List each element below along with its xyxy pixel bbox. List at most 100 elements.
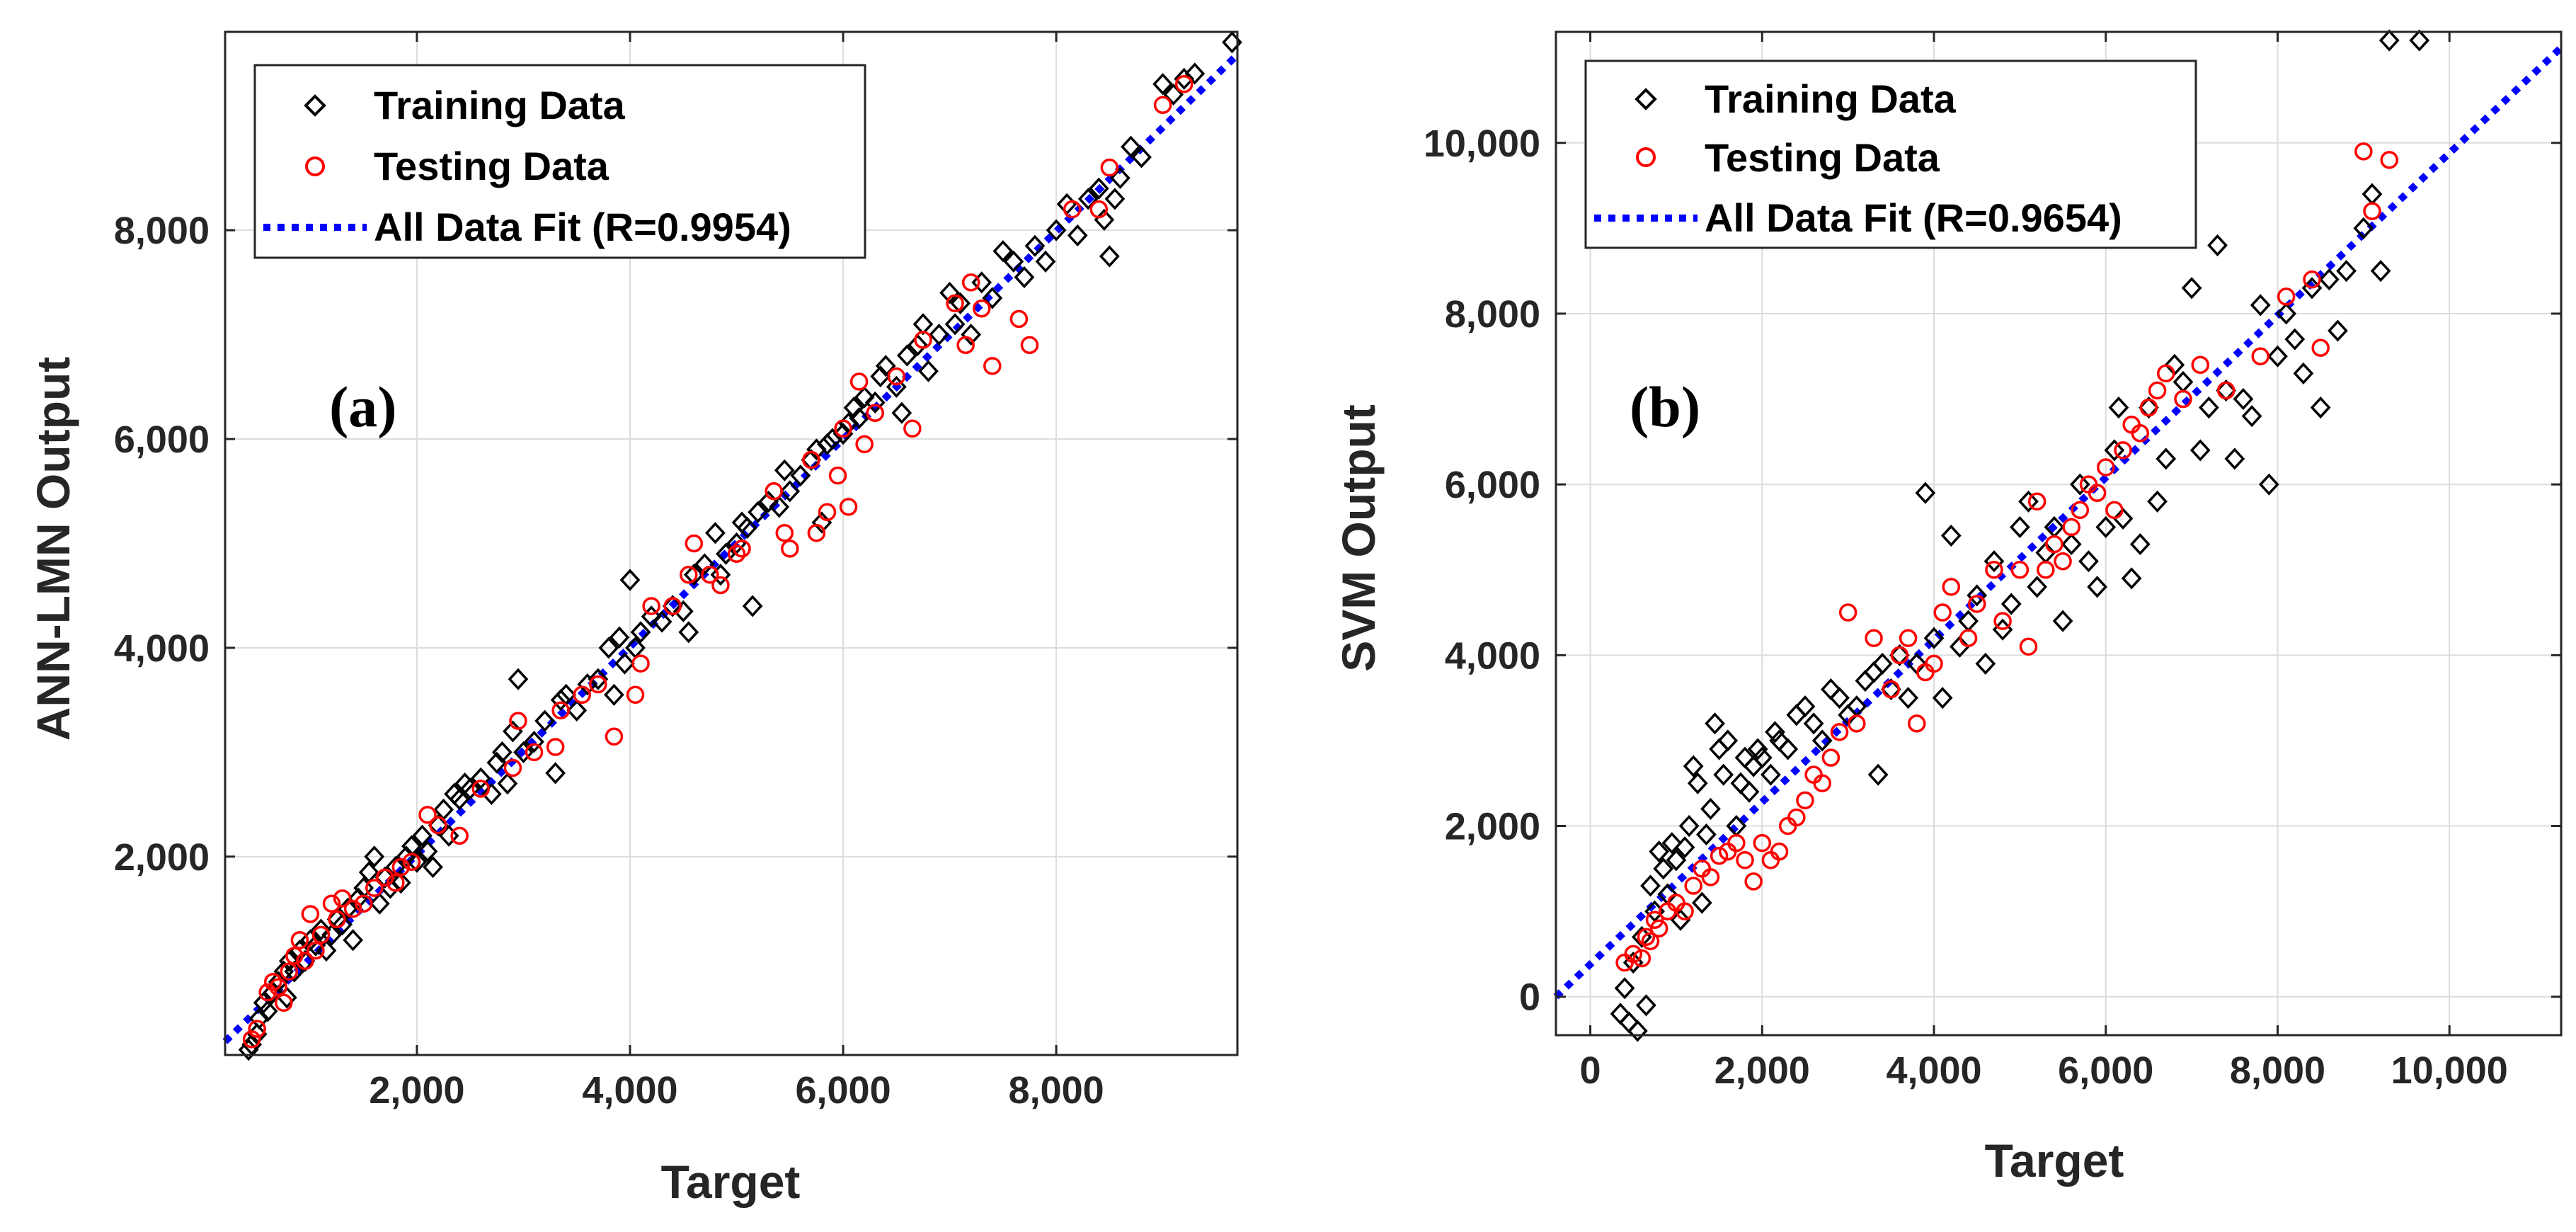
training-point (2147, 490, 2168, 513)
training-point (651, 610, 672, 633)
testing-point (573, 685, 592, 705)
training-point (2112, 507, 2134, 530)
panel-a-y-axis-title: ANN-LMN Output (27, 357, 79, 741)
training-point (566, 699, 588, 722)
testing-point (961, 273, 980, 292)
training-point (950, 292, 971, 314)
training-point (1889, 644, 1910, 666)
plot-frame (224, 30, 1239, 1056)
training-point (1778, 738, 1799, 760)
testing-point (733, 540, 751, 558)
testing-point (311, 925, 331, 945)
training-point (891, 401, 912, 424)
training-point (2378, 29, 2400, 52)
testing-point (429, 816, 447, 835)
x-tick-label: 8,000 (1009, 1069, 1104, 1112)
training-point (1046, 219, 1067, 241)
testing-point (626, 685, 645, 705)
training-point (2108, 397, 2129, 419)
testing-point (1676, 902, 1694, 920)
testing-point (1089, 200, 1109, 219)
fit-line (1553, 45, 2564, 1000)
testing-point (1899, 629, 1918, 647)
training-point (604, 683, 624, 706)
testing-point (983, 357, 1002, 375)
training-point (2250, 294, 2271, 316)
testing-point (402, 852, 421, 871)
training-point (1649, 840, 1670, 863)
training-point (278, 949, 299, 972)
testing-point (2216, 381, 2236, 400)
training-point (2027, 576, 2048, 598)
training-point (864, 391, 886, 414)
training-point (1099, 245, 1120, 268)
training-point (1035, 250, 1056, 273)
testing-point (450, 826, 469, 845)
testing-point (290, 931, 309, 949)
panel-a-chart: 2,000 4,000 6,000 8,000 2,000 4,000 6,000 8,00… (27, 30, 1242, 1208)
training-point (2224, 447, 2245, 470)
testing-point (1710, 846, 1729, 865)
training-point (2241, 405, 2262, 428)
testing-point (711, 576, 730, 595)
y-tick-label: 10,000 (1424, 122, 1540, 165)
training-point (683, 564, 704, 586)
panel-b-fit-layer (1553, 45, 2564, 1000)
training-point (449, 788, 470, 811)
panel-a-fit-layer (222, 52, 1240, 1044)
y-tick-label: 6,000 (114, 418, 210, 461)
testing-point (2114, 441, 2132, 460)
panel-b-legend-training-marker (1635, 88, 1657, 110)
testing-point (849, 372, 869, 391)
testing-point (946, 294, 964, 313)
testing-point (914, 331, 932, 349)
panel-b-legend-training-label: Training Data (1705, 76, 1957, 121)
training-point (401, 835, 422, 857)
testing-point (775, 524, 794, 542)
testing-point (818, 503, 837, 522)
testing-point (1753, 833, 1772, 852)
panel-a-y-ticks: 2,000 4,000 6,000 8,000 (114, 210, 210, 879)
testing-point (2097, 458, 2115, 477)
training-point (609, 626, 630, 649)
testing-point (1925, 654, 1943, 673)
testing-point (2010, 561, 2030, 579)
training-point (2353, 217, 2374, 239)
training-point (1121, 135, 1141, 158)
training-point (1687, 772, 1708, 794)
testing-point (1649, 919, 1668, 938)
training-point (1131, 146, 1152, 169)
testing-point (2363, 202, 2381, 221)
training-point (417, 840, 438, 863)
training-point (875, 355, 896, 377)
testing-point (2139, 398, 2158, 417)
x-tick-label: 2,000 (369, 1069, 464, 1112)
training-point (2310, 397, 2331, 419)
testing-point (242, 1030, 261, 1049)
training-point (2207, 234, 2228, 257)
training-point (2069, 473, 2090, 496)
testing-point (391, 857, 411, 877)
testing-point (1967, 595, 1986, 613)
training-point (678, 621, 699, 644)
y-tick-label: 8,000 (1445, 293, 1540, 336)
testing-point (2019, 637, 2038, 656)
training-point (364, 845, 385, 868)
testing-point (1153, 96, 1172, 114)
training-point (896, 344, 917, 367)
training-point (1717, 729, 1739, 752)
training-point (1932, 687, 1953, 709)
training-point (2276, 302, 2297, 325)
y-tick-label: 8,000 (114, 210, 210, 252)
y-tick-label: 4,000 (1445, 634, 1540, 677)
testing-point (301, 905, 320, 923)
training-point (1088, 177, 1109, 200)
testing-point (1009, 309, 1029, 329)
testing-point (1838, 603, 1857, 622)
training-point (1640, 874, 1661, 897)
panel-b-legend-testing-label: Testing Data (1705, 135, 1940, 180)
training-point (1915, 481, 1936, 504)
training-point (1794, 695, 1816, 718)
testing-point (1641, 932, 1660, 951)
testing-point (1174, 74, 1193, 93)
